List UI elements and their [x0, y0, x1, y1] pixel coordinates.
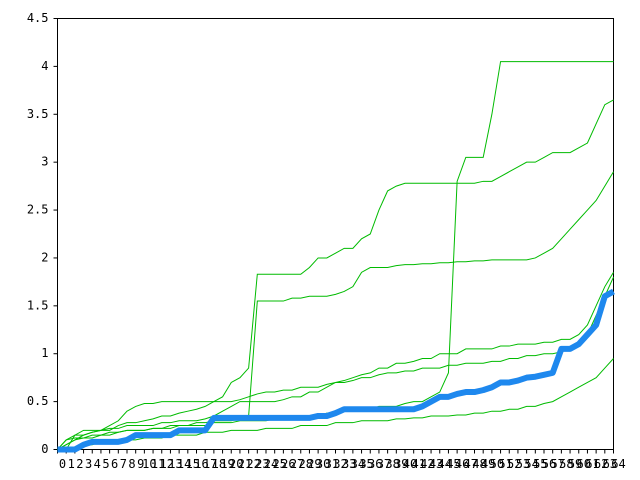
y-tick-label: 1.5 [27, 298, 49, 312]
x-tick-label: 0 [59, 457, 66, 471]
data-line [57, 288, 615, 453]
x-tick-label: 27 [290, 457, 304, 471]
x-tick-label: 11 [151, 457, 165, 471]
x-tick-label: 24 [264, 457, 278, 471]
x-tick-label: 57 [550, 457, 564, 471]
x-tick-label: 21 [238, 457, 252, 471]
x-tick-label: 53 [516, 457, 530, 471]
x-tick-label: 37 [377, 457, 391, 471]
x-tick-label: 17 [203, 457, 217, 471]
x-tick-label: 8 [128, 457, 135, 471]
x-tick-label: 49 [481, 457, 495, 471]
y-tick-label: 0 [41, 442, 48, 456]
x-tick-label: 1 [68, 457, 75, 471]
x-tick-label: 19 [220, 457, 234, 471]
x-tick-label: 60 [577, 457, 591, 471]
y-tick-label: 2 [41, 250, 48, 264]
y-tick-label: 0.5 [27, 394, 49, 408]
data-line [57, 276, 614, 450]
x-tick-label: 9 [137, 457, 144, 471]
x-tick-label: 47 [464, 457, 478, 471]
x-tick-label: 3 [85, 457, 92, 471]
x-tick-label: 55 [533, 457, 547, 471]
x-tick-label: 29 [307, 457, 321, 471]
x-tick-label: 39 [394, 457, 408, 471]
x-tick-label: 13 [168, 457, 182, 471]
y-tick-label: 3 [41, 155, 48, 169]
plot-frame [57, 18, 614, 450]
x-tick-label: 35 [359, 457, 373, 471]
x-tick-label: 48 [472, 457, 486, 471]
x-tick-label: 12 [160, 457, 174, 471]
y-tick-label: 4.5 [27, 11, 49, 25]
x-tick-label: 7 [120, 457, 127, 471]
data-line [57, 61, 614, 450]
x-tick-label: 32 [333, 457, 347, 471]
x-tick-label: 64 [611, 457, 625, 471]
x-tick-label: 4 [94, 457, 101, 471]
x-tick-label: 44 [438, 457, 452, 471]
x-tick-label: 25 [272, 457, 286, 471]
x-tick-label: 36 [368, 457, 382, 471]
x-tick-label: 30 [316, 457, 330, 471]
x-tick-label: 54 [524, 457, 538, 471]
x-tick-label: 52 [507, 457, 521, 471]
x-tick-label: 6 [111, 457, 118, 471]
x-tick-label: 14 [177, 457, 191, 471]
x-tick-label: 20 [229, 457, 243, 471]
x-tick-label: 50 [490, 457, 504, 471]
x-tick-label: 45 [446, 457, 460, 471]
x-tick-label: 2 [76, 457, 83, 471]
x-tick-label: 42 [420, 457, 434, 471]
x-tick-label: 31 [325, 457, 339, 471]
data-line [57, 171, 614, 450]
x-tick-label: 63 [603, 457, 617, 471]
x-tick-label: 18 [212, 457, 226, 471]
x-tick-label: 58 [559, 457, 573, 471]
x-tick-label: 34 [351, 457, 365, 471]
x-tick-label: 16 [194, 457, 208, 471]
x-tick-label: 10 [142, 457, 156, 471]
x-tick-label: 43 [429, 457, 443, 471]
y-tick-label: 3.5 [27, 107, 49, 121]
x-tick-label: 33 [342, 457, 356, 471]
x-tick-label: 26 [281, 457, 295, 471]
x-tick-label: 40 [403, 457, 417, 471]
x-tick-label: 41 [411, 457, 425, 471]
x-tick-label: 46 [455, 457, 469, 471]
x-tick-label: 23 [255, 457, 269, 471]
x-tick-label: 59 [568, 457, 582, 471]
x-tick-label: 15 [186, 457, 200, 471]
x-tick-label: 28 [299, 457, 313, 471]
x-tick-label: 61 [585, 457, 599, 471]
x-tick-label: 38 [385, 457, 399, 471]
y-tick-label: 2.5 [27, 203, 49, 217]
y-tick-label: 1 [41, 346, 48, 360]
y-tick-label: 4 [41, 59, 48, 73]
data-line [57, 99, 614, 450]
x-tick-label: 5 [102, 457, 109, 471]
x-tick-label: 51 [498, 457, 512, 471]
x-tick-label: 56 [542, 457, 556, 471]
x-tick-label: 62 [594, 457, 608, 471]
x-tick-label: 22 [246, 457, 260, 471]
